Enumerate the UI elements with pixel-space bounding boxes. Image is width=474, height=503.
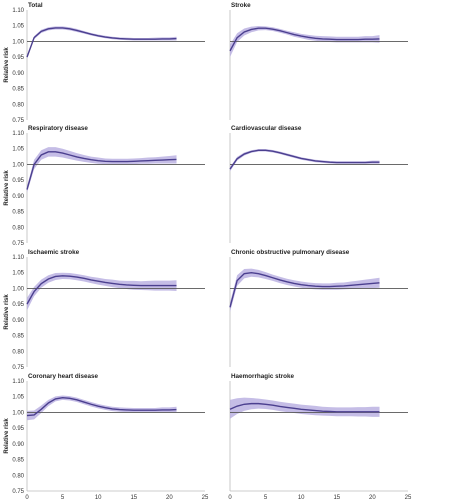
y-tick-label: 0.85 — [12, 334, 24, 340]
y-tick-label: 0.75 — [12, 489, 24, 495]
y-tick-label: 1.05 — [12, 147, 24, 153]
y-tick-label: 1.10 — [12, 131, 24, 137]
x-tick-label: 0 — [25, 495, 29, 501]
y-tick-label: 0.90 — [12, 442, 24, 448]
y-tick-label: 0.85 — [12, 458, 24, 464]
panel-title: Respiratory disease — [28, 125, 88, 132]
x-tick-label: 5 — [264, 495, 268, 501]
y-tick-label: 1.00 — [12, 286, 24, 292]
y-tick-label: 0.80 — [12, 473, 24, 479]
confidence-band — [27, 147, 177, 193]
panel-title: Total — [28, 2, 43, 9]
relative-risk-line — [26, 275, 177, 305]
panel-title: Coronary heart disease — [28, 373, 98, 380]
y-tick-label: 1.05 — [12, 395, 24, 401]
chart-panel: Coronary heart disease 0.75 0.80 0.85 0.90 0.… — [4, 373, 209, 501]
relative-risk-line — [26, 27, 177, 58]
y-tick-label: 0.80 — [12, 225, 24, 231]
y-tick-label: 0.95 — [12, 178, 24, 184]
x-tick-label: 20 — [369, 495, 376, 501]
y-axis-title: Relative risk — [4, 170, 10, 206]
y-tick-label: 1.10 — [12, 8, 24, 14]
panel-title: Chronic obstructive pulmonary disease — [231, 249, 350, 256]
x-tick-label: 15 — [333, 495, 340, 501]
y-axis-title: Relative risk — [4, 47, 10, 83]
confidence-band — [230, 149, 380, 172]
y-tick-label: 1.00 — [12, 39, 24, 45]
y-tick-label: 1.05 — [12, 271, 24, 277]
chart-panel: Haemorrhagic stroke0510152025Lag (day) — [228, 373, 412, 501]
y-tick-label: 0.85 — [12, 210, 24, 216]
panel-title: Cardiovascular disease — [231, 125, 302, 132]
chart-panel: Stroke — [229, 2, 408, 120]
chart-panel: Cardiovascular disease — [229, 125, 408, 243]
chart-panel: Respiratory disease 0.75 0.80 0.85 0.90 0.95 1… — [4, 125, 205, 247]
relative-risk-line — [26, 151, 177, 190]
x-tick-label: 25 — [405, 495, 412, 501]
x-tick-label: 10 — [298, 495, 305, 501]
y-tick-label: 0.95 — [12, 426, 24, 432]
y-tick-label: 0.75 — [12, 365, 24, 371]
x-tick-label: 25 — [202, 495, 209, 501]
y-axis-title: Relative risk — [4, 294, 10, 330]
confidence-band — [27, 26, 177, 59]
confidence-band — [230, 268, 380, 312]
x-tick-label: 20 — [166, 495, 173, 501]
x-tick-label: 0 — [228, 495, 232, 501]
y-tick-label: 0.90 — [12, 71, 24, 77]
y-tick-label: 0.95 — [12, 302, 24, 308]
y-axis-title: Relative risk — [4, 418, 10, 454]
chart-panel: Ischaemic stroke 0.75 0.80 0.85 0.90 0.95 1.00… — [4, 249, 205, 371]
relative-risk-line — [229, 149, 380, 170]
y-tick-label: 0.90 — [12, 318, 24, 324]
y-tick-label: 0.75 — [12, 118, 24, 124]
y-tick-label: 1.10 — [12, 379, 24, 385]
y-tick-label: 0.85 — [12, 87, 24, 93]
panel-title: Stroke — [231, 2, 251, 9]
panel-title: Ischaemic stroke — [28, 249, 80, 256]
y-tick-label: 0.75 — [12, 241, 24, 247]
x-tick-label: 10 — [95, 495, 102, 501]
relative-risk-line — [229, 27, 380, 52]
relative-risk-line — [229, 402, 380, 413]
confidence-band — [230, 397, 380, 419]
y-tick-label: 0.80 — [12, 102, 24, 108]
relative-risk-line — [26, 396, 177, 417]
y-tick-label: 1.00 — [12, 410, 24, 416]
x-tick-label: 5 — [61, 495, 65, 501]
chart-panel: Total 0.75 0.80 0.85 0.90 0.95 1.00 1.05 1.10 Rel… — [4, 2, 205, 124]
chart-panel: Chronic obstructive pulmonary disease — [229, 249, 408, 367]
confidence-band — [27, 272, 177, 311]
y-tick-label: 1.10 — [12, 255, 24, 261]
y-tick-label: 1.05 — [12, 24, 24, 30]
panel-title: Haemorrhagic stroke — [231, 373, 294, 380]
y-tick-label: 0.80 — [12, 349, 24, 355]
y-tick-label: 1.00 — [12, 162, 24, 168]
confidence-band — [27, 395, 177, 421]
relative-risk-line — [229, 272, 380, 308]
x-tick-label: 15 — [130, 495, 137, 501]
y-tick-label: 0.95 — [12, 55, 24, 61]
y-tick-label: 0.90 — [12, 194, 24, 200]
